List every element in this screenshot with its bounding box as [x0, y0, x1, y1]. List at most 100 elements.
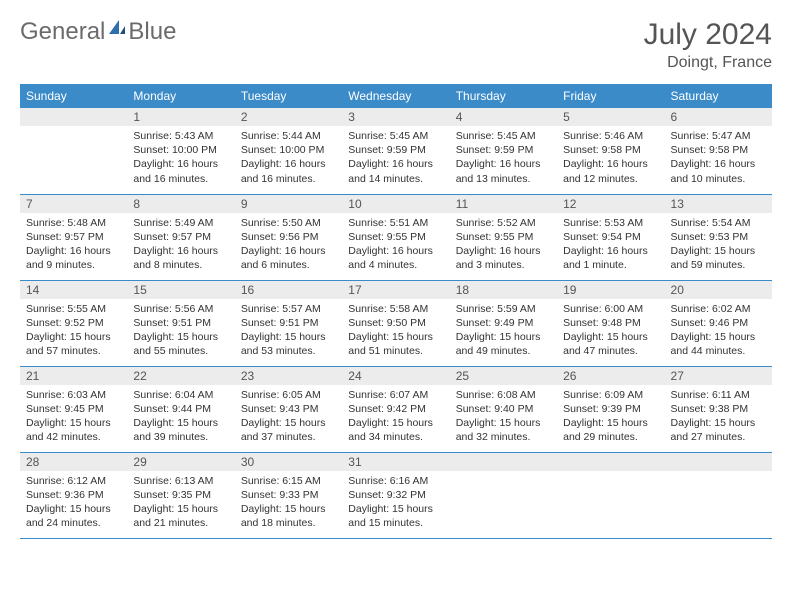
calendar-cell — [20, 108, 127, 194]
calendar-cell: 2Sunrise: 5:44 AMSunset: 10:00 PMDayligh… — [235, 108, 342, 194]
day-detail-line: Sunrise: 6:00 AM — [563, 302, 658, 316]
day-number: 27 — [665, 367, 772, 385]
day-details: Sunrise: 6:12 AMSunset: 9:36 PMDaylight:… — [20, 471, 127, 535]
weekday-header: Friday — [557, 84, 664, 108]
day-detail-line: Sunrise: 6:09 AM — [563, 388, 658, 402]
calendar-week-row: 7Sunrise: 5:48 AMSunset: 9:57 PMDaylight… — [20, 194, 772, 280]
day-detail-line: Daylight: 15 hours and 37 minutes. — [241, 416, 336, 444]
calendar-cell: 26Sunrise: 6:09 AMSunset: 9:39 PMDayligh… — [557, 366, 664, 452]
day-detail-line: Sunset: 9:52 PM — [26, 316, 121, 330]
day-number: 29 — [127, 453, 234, 471]
day-detail-line: Daylight: 15 hours and 39 minutes. — [133, 416, 228, 444]
day-details: Sunrise: 6:04 AMSunset: 9:44 PMDaylight:… — [127, 385, 234, 449]
day-detail-line: Sunset: 9:40 PM — [456, 402, 551, 416]
day-detail-line: Sunset: 9:39 PM — [563, 402, 658, 416]
day-detail-line: Sunrise: 5:49 AM — [133, 216, 228, 230]
day-detail-line: Sunset: 10:00 PM — [133, 143, 228, 157]
calendar-cell: 6Sunrise: 5:47 AMSunset: 9:58 PMDaylight… — [665, 108, 772, 194]
calendar-cell: 13Sunrise: 5:54 AMSunset: 9:53 PMDayligh… — [665, 194, 772, 280]
day-detail-line: Daylight: 15 hours and 21 minutes. — [133, 502, 228, 530]
day-number: 19 — [557, 281, 664, 299]
day-number: 2 — [235, 108, 342, 126]
day-details: Sunrise: 6:16 AMSunset: 9:32 PMDaylight:… — [342, 471, 449, 535]
day-detail-line: Sunset: 9:57 PM — [26, 230, 121, 244]
day-details: Sunrise: 6:07 AMSunset: 9:42 PMDaylight:… — [342, 385, 449, 449]
day-details: Sunrise: 6:00 AMSunset: 9:48 PMDaylight:… — [557, 299, 664, 363]
calendar-cell: 15Sunrise: 5:56 AMSunset: 9:51 PMDayligh… — [127, 280, 234, 366]
day-number: 6 — [665, 108, 772, 126]
day-number: 1 — [127, 108, 234, 126]
calendar-week-row: 21Sunrise: 6:03 AMSunset: 9:45 PMDayligh… — [20, 366, 772, 452]
calendar-cell: 31Sunrise: 6:16 AMSunset: 9:32 PMDayligh… — [342, 452, 449, 538]
calendar-cell: 7Sunrise: 5:48 AMSunset: 9:57 PMDaylight… — [20, 194, 127, 280]
calendar-cell: 8Sunrise: 5:49 AMSunset: 9:57 PMDaylight… — [127, 194, 234, 280]
day-detail-line: Sunset: 9:50 PM — [348, 316, 443, 330]
day-detail-line: Daylight: 15 hours and 42 minutes. — [26, 416, 121, 444]
day-detail-line: Sunset: 9:36 PM — [26, 488, 121, 502]
logo: General Blue — [20, 18, 176, 46]
weekday-header: Wednesday — [342, 84, 449, 108]
day-details: Sunrise: 5:52 AMSunset: 9:55 PMDaylight:… — [450, 213, 557, 277]
title-block: July 2024 Doingt, France — [644, 18, 772, 72]
day-detail-line: Sunrise: 6:04 AM — [133, 388, 228, 402]
day-number — [665, 453, 772, 471]
calendar-cell: 1Sunrise: 5:43 AMSunset: 10:00 PMDayligh… — [127, 108, 234, 194]
day-detail-line: Sunrise: 5:44 AM — [241, 129, 336, 143]
day-detail-line: Daylight: 15 hours and 32 minutes. — [456, 416, 551, 444]
day-number: 20 — [665, 281, 772, 299]
day-number: 16 — [235, 281, 342, 299]
day-detail-line: Sunrise: 5:53 AM — [563, 216, 658, 230]
day-detail-line: Daylight: 15 hours and 15 minutes. — [348, 502, 443, 530]
day-details: Sunrise: 5:43 AMSunset: 10:00 PMDaylight… — [127, 126, 234, 190]
calendar-cell: 17Sunrise: 5:58 AMSunset: 9:50 PMDayligh… — [342, 280, 449, 366]
day-detail-line: Daylight: 16 hours and 8 minutes. — [133, 244, 228, 272]
calendar-cell: 22Sunrise: 6:04 AMSunset: 9:44 PMDayligh… — [127, 366, 234, 452]
calendar-cell: 30Sunrise: 6:15 AMSunset: 9:33 PMDayligh… — [235, 452, 342, 538]
day-detail-line: Sunrise: 6:13 AM — [133, 474, 228, 488]
calendar-cell: 18Sunrise: 5:59 AMSunset: 9:49 PMDayligh… — [450, 280, 557, 366]
day-detail-line: Sunset: 9:58 PM — [671, 143, 766, 157]
day-number: 17 — [342, 281, 449, 299]
weekday-header: Saturday — [665, 84, 772, 108]
calendar-week-row: 28Sunrise: 6:12 AMSunset: 9:36 PMDayligh… — [20, 452, 772, 538]
day-number: 25 — [450, 367, 557, 385]
day-detail-line: Daylight: 15 hours and 24 minutes. — [26, 502, 121, 530]
day-details: Sunrise: 5:49 AMSunset: 9:57 PMDaylight:… — [127, 213, 234, 277]
day-detail-line: Daylight: 16 hours and 16 minutes. — [241, 157, 336, 185]
day-detail-line: Sunrise: 6:16 AM — [348, 474, 443, 488]
calendar-cell: 21Sunrise: 6:03 AMSunset: 9:45 PMDayligh… — [20, 366, 127, 452]
day-detail-line: Sunrise: 5:48 AM — [26, 216, 121, 230]
weekday-header: Monday — [127, 84, 234, 108]
day-detail-line: Sunrise: 5:52 AM — [456, 216, 551, 230]
day-number: 15 — [127, 281, 234, 299]
day-details: Sunrise: 5:51 AMSunset: 9:55 PMDaylight:… — [342, 213, 449, 277]
day-detail-line: Daylight: 16 hours and 16 minutes. — [133, 157, 228, 185]
day-number: 22 — [127, 367, 234, 385]
calendar-cell: 14Sunrise: 5:55 AMSunset: 9:52 PMDayligh… — [20, 280, 127, 366]
day-detail-line: Sunset: 9:55 PM — [348, 230, 443, 244]
day-number: 5 — [557, 108, 664, 126]
day-details: Sunrise: 5:59 AMSunset: 9:49 PMDaylight:… — [450, 299, 557, 363]
day-details: Sunrise: 6:15 AMSunset: 9:33 PMDaylight:… — [235, 471, 342, 535]
day-number: 28 — [20, 453, 127, 471]
day-detail-line: Sunset: 9:56 PM — [241, 230, 336, 244]
day-detail-line: Sunset: 9:55 PM — [456, 230, 551, 244]
day-details: Sunrise: 6:13 AMSunset: 9:35 PMDaylight:… — [127, 471, 234, 535]
day-detail-line: Sunset: 9:57 PM — [133, 230, 228, 244]
header: General Blue July 2024 Doingt, France — [20, 18, 772, 72]
day-number: 18 — [450, 281, 557, 299]
day-details: Sunrise: 5:53 AMSunset: 9:54 PMDaylight:… — [557, 213, 664, 277]
day-number: 3 — [342, 108, 449, 126]
day-details: Sunrise: 6:02 AMSunset: 9:46 PMDaylight:… — [665, 299, 772, 363]
day-detail-line: Sunrise: 5:46 AM — [563, 129, 658, 143]
logo-text-1: General — [20, 18, 105, 46]
calendar-cell: 27Sunrise: 6:11 AMSunset: 9:38 PMDayligh… — [665, 366, 772, 452]
day-number: 9 — [235, 195, 342, 213]
day-detail-line: Sunrise: 6:08 AM — [456, 388, 551, 402]
day-details: Sunrise: 6:11 AMSunset: 9:38 PMDaylight:… — [665, 385, 772, 449]
day-number — [450, 453, 557, 471]
day-number: 26 — [557, 367, 664, 385]
weekday-header: Thursday — [450, 84, 557, 108]
weekday-header: Tuesday — [235, 84, 342, 108]
day-number: 14 — [20, 281, 127, 299]
